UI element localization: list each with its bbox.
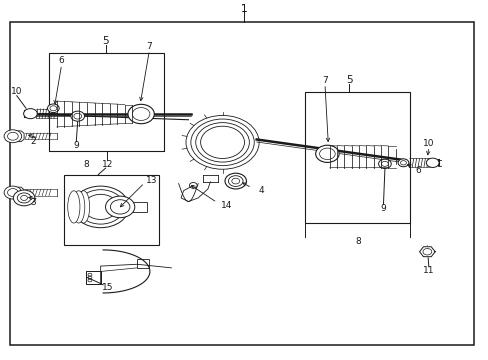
Text: 7: 7 [146, 42, 152, 51]
Bar [130, 202, 147, 212]
Text: 10: 10 [11, 86, 22, 95]
Circle shape [315, 145, 338, 162]
Circle shape [13, 190, 35, 206]
Circle shape [426, 158, 438, 167]
Circle shape [4, 130, 21, 143]
Circle shape [23, 109, 37, 119]
Circle shape [378, 159, 390, 168]
Text: 3: 3 [30, 198, 36, 207]
Text: 12: 12 [102, 160, 113, 169]
Ellipse shape [68, 191, 80, 223]
Ellipse shape [77, 191, 89, 223]
Text: 10: 10 [422, 139, 434, 148]
Text: 5: 5 [346, 75, 352, 85]
Text: 15: 15 [102, 283, 113, 292]
Polygon shape [419, 247, 434, 257]
Bar [64, 175, 159, 244]
Text: 11: 11 [422, 266, 434, 275]
Text: 2: 2 [31, 137, 36, 146]
Text: 1: 1 [241, 4, 247, 14]
Text: 13: 13 [146, 176, 157, 185]
Text: 7: 7 [322, 76, 327, 85]
Circle shape [47, 104, 59, 113]
Bar [305, 92, 409, 223]
Text: 14: 14 [221, 201, 232, 210]
Bar [137, 259, 149, 268]
Text: 6: 6 [414, 166, 420, 175]
Text: 1: 1 [241, 4, 247, 14]
Text: 4: 4 [258, 185, 263, 194]
Text: 9: 9 [380, 204, 386, 213]
Text: 8: 8 [354, 237, 360, 246]
Circle shape [397, 159, 408, 167]
Circle shape [4, 186, 21, 199]
Text: 6: 6 [59, 57, 64, 66]
Circle shape [105, 196, 135, 218]
Text: 8: 8 [83, 160, 89, 169]
Text: 5: 5 [102, 36, 109, 46]
Bar [86, 271, 101, 284]
Bar [49, 53, 163, 151]
Circle shape [128, 104, 154, 124]
Circle shape [224, 173, 246, 189]
Ellipse shape [73, 191, 84, 223]
Circle shape [72, 186, 129, 228]
Circle shape [71, 111, 84, 121]
Text: 9: 9 [73, 141, 79, 150]
